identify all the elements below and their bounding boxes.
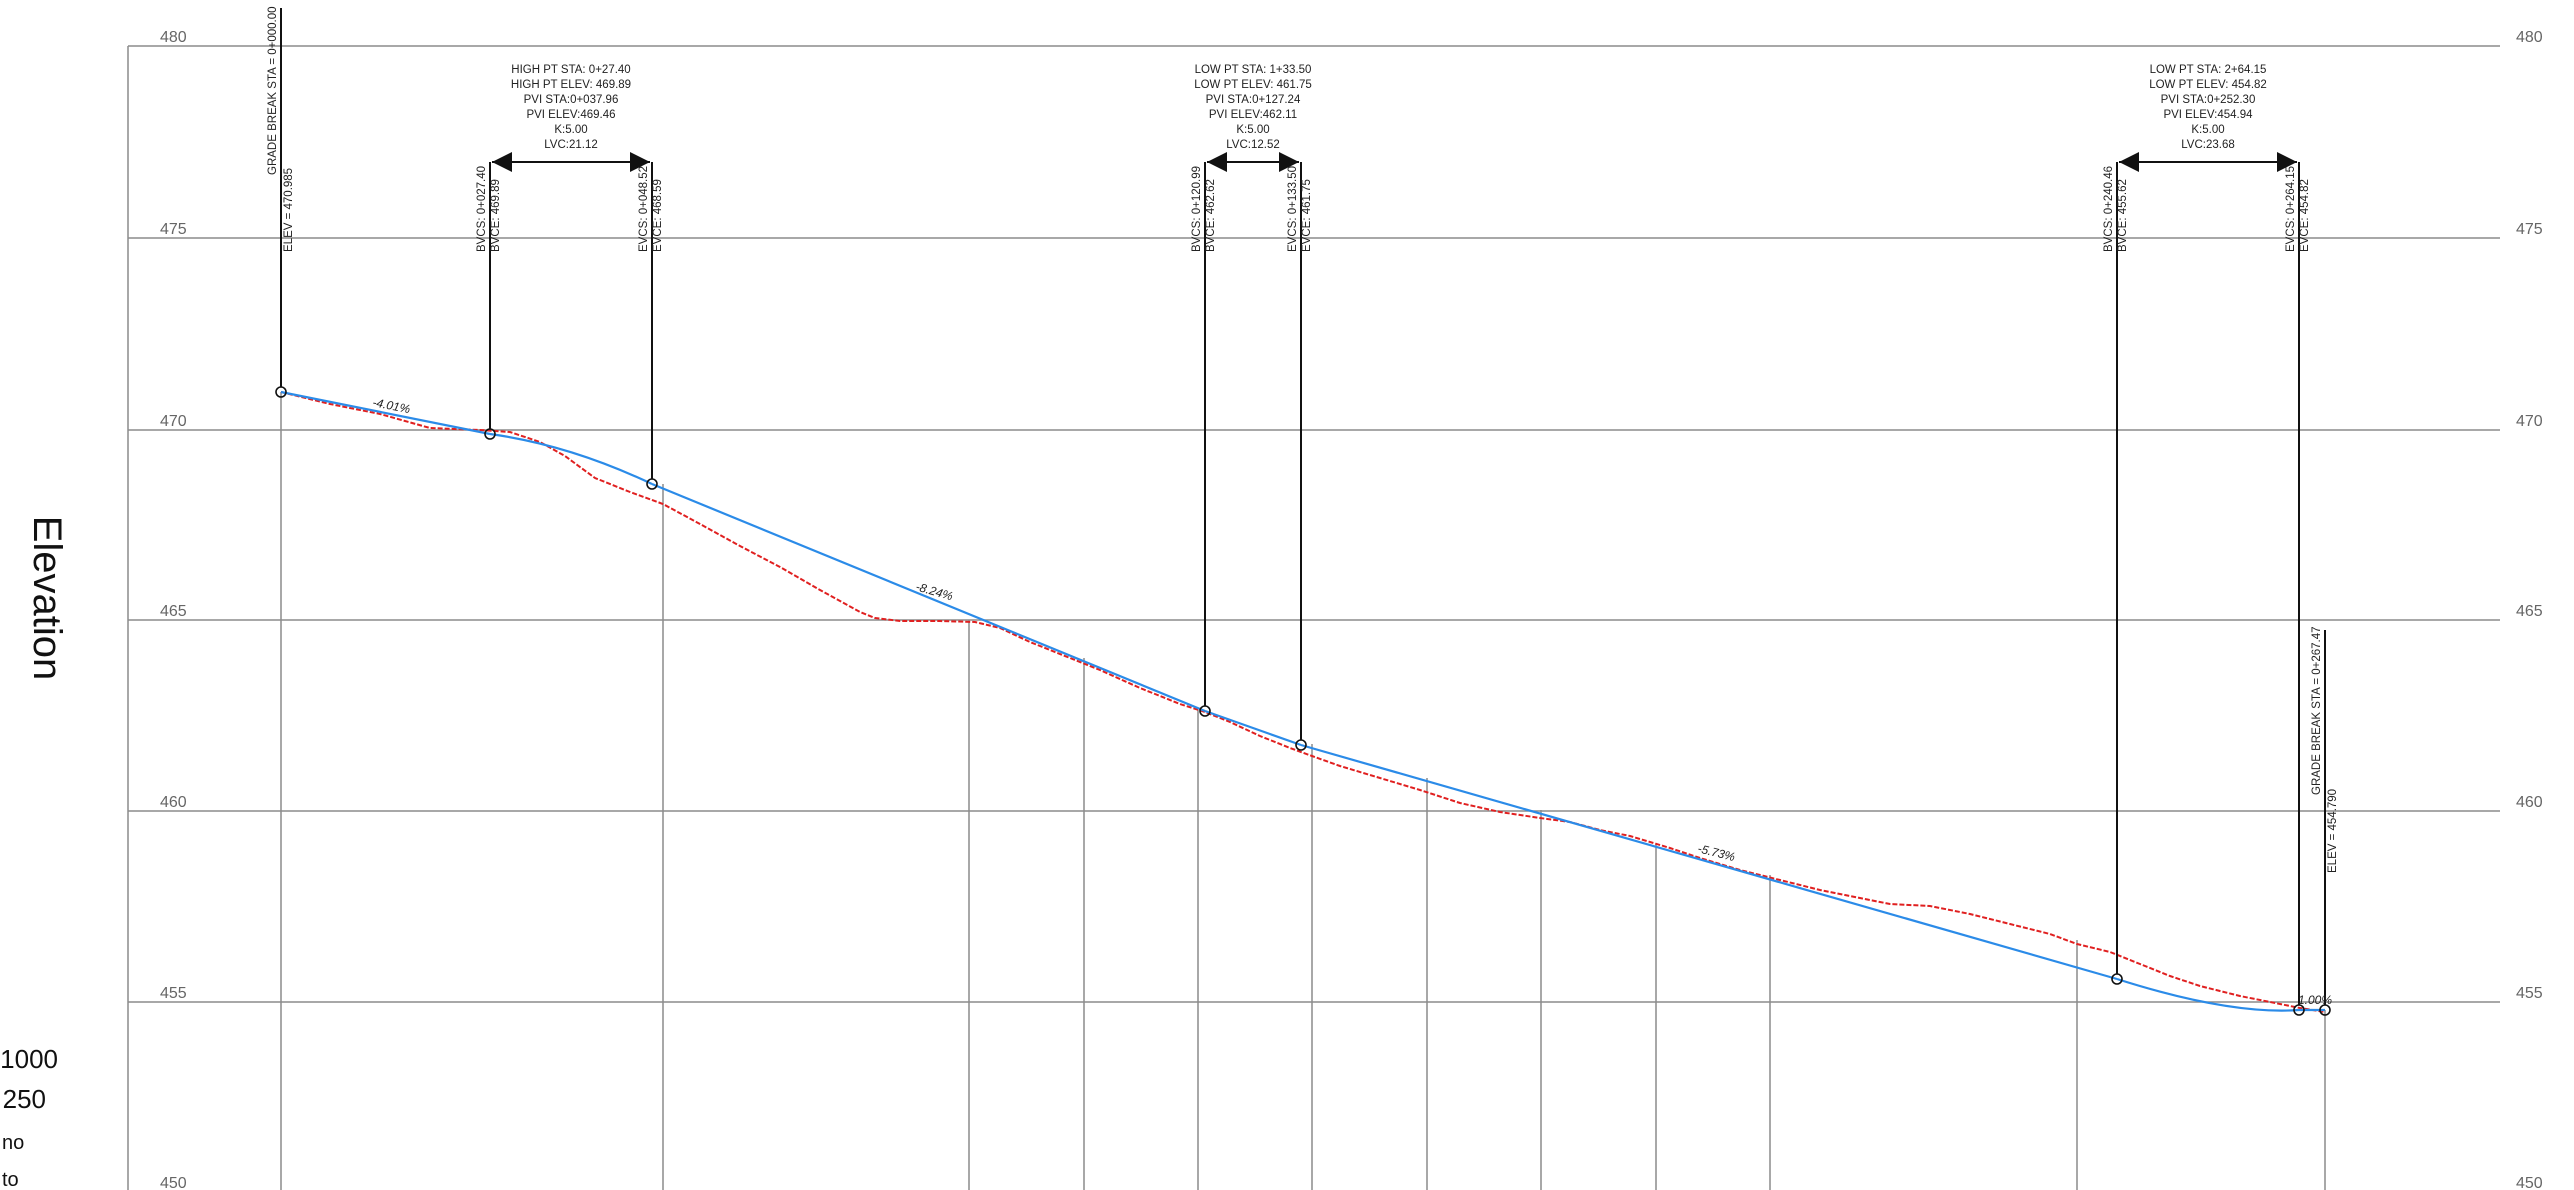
existing-ground-line: [280, 391, 2326, 1013]
svg-text:LVC:23.68: LVC:23.68: [2181, 139, 2235, 151]
y-tick-label: 475: [2516, 221, 2543, 238]
legend-line-4: to: [2, 1169, 19, 1190]
svg-text:LOW PT STA: 1+33.50: LOW PT STA: 1+33.50: [1195, 64, 1312, 76]
y-tick-label: 455: [2516, 985, 2543, 1002]
left-axis: 480 475 470 465 460 455 450: [160, 29, 187, 1190]
bvc-sta-label: BVCS: 0+027.40: [476, 166, 488, 252]
svg-text:K:5.00: K:5.00: [554, 124, 587, 136]
y-tick-label: 450: [2516, 1175, 2543, 1190]
svg-text:LOW PT STA: 2+64.15: LOW PT STA: 2+64.15: [2150, 64, 2267, 76]
axis-title: Elevation: [25, 516, 69, 681]
y-tick-label: 460: [2516, 794, 2543, 811]
legend: 1000 250 no to: [0, 1044, 58, 1190]
design-profile: [280, 390, 2325, 1012]
svg-text:LVC:12.52: LVC:12.52: [1226, 139, 1280, 151]
profile-points: [275, 386, 2331, 1016]
y-tick-label: 465: [2516, 603, 2543, 620]
y-tick-label: 470: [2516, 413, 2543, 430]
y-tick-label: 460: [160, 794, 187, 811]
bvc-elev-label: BVCE: 455.62: [2117, 179, 2129, 252]
svg-text:LOW PT ELEV: 454.82: LOW PT ELEV: 454.82: [2149, 79, 2267, 91]
svg-text:PVI ELEV:469.46: PVI ELEV:469.46: [526, 109, 615, 121]
svg-text:LOW PT ELEV: 461.75: LOW PT ELEV: 461.75: [1194, 79, 1312, 91]
evc-sta-label: EVCS: 0+264.15: [2285, 166, 2297, 252]
y-tick-label: 450: [160, 1175, 187, 1190]
leaders: [280, 8, 2326, 1005]
curve-2-info: LOW PT STA: 1+33.50 LOW PT ELEV: 461.75 …: [1194, 64, 1312, 151]
vertical-labels: GRADE BREAK STA = 0+000.00 ELEV = 470.98…: [267, 6, 2339, 873]
evc-sta-label: EVCS: 0+133.50: [1287, 166, 1299, 252]
y-tick-label: 480: [2516, 29, 2543, 46]
svg-text:K:5.00: K:5.00: [2191, 124, 2224, 136]
y-tick-label: 455: [160, 985, 187, 1002]
right-axis: 480 475 470 465 460 455 450: [2516, 29, 2543, 1190]
bvc-sta-label: BVCS: 0+240.46: [2103, 166, 2115, 252]
grade-labels: -4.01% -8.24% -5.73% 1.00%: [371, 395, 2332, 1007]
y-tick-label: 470: [160, 413, 187, 430]
legend-line-3: no: [2, 1132, 24, 1154]
legend-line-2: 250: [3, 1084, 46, 1114]
y-tick-label: 480: [160, 29, 187, 46]
svg-text:K:5.00: K:5.00: [1236, 124, 1269, 136]
bvc-elev-label: BVCE: 462.62: [1205, 179, 1217, 252]
svg-text:PVI STA:0+252.30: PVI STA:0+252.30: [2161, 94, 2256, 106]
evc-elev-label: EVCE: 461.75: [1301, 179, 1313, 252]
grid: [127, 45, 2500, 1190]
grade-break-sta-label: GRADE BREAK STA = 0+000.00: [267, 6, 279, 175]
svg-text:PVI STA:0+037.96: PVI STA:0+037.96: [524, 94, 619, 106]
grade-break-sta-label: GRADE BREAK STA = 0+267.47: [2311, 626, 2323, 795]
svg-text:PVI STA:0+127.24: PVI STA:0+127.24: [1206, 94, 1301, 106]
curve-3-info: LOW PT STA: 2+64.15 LOW PT ELEV: 454.82 …: [2149, 64, 2267, 151]
svg-text:PVI ELEV:454.94: PVI ELEV:454.94: [2163, 109, 2253, 121]
grade-label: 1.00%: [2298, 993, 2332, 1007]
legend-line-1: 1000: [0, 1044, 58, 1074]
grade-break-elev-label: ELEV = 470.985: [283, 168, 295, 252]
evc-elev-label: EVCE: 454.82: [2299, 179, 2311, 252]
bvc-sta-label: BVCS: 0+120.99: [1191, 166, 1203, 252]
bvc-elev-label: BVCE: 469.89: [490, 179, 502, 252]
evc-elev-label: EVCE: 468.59: [652, 179, 664, 252]
grade-break-elev-label: ELEV = 454.790: [2327, 789, 2339, 873]
svg-text:PVI ELEV:462.11: PVI ELEV:462.11: [1209, 109, 1297, 121]
svg-text:HIGH PT ELEV: 469.89: HIGH PT ELEV: 469.89: [511, 79, 631, 91]
svg-text:HIGH PT STA: 0+27.40: HIGH PT STA: 0+27.40: [511, 64, 630, 76]
curve-1-info: HIGH PT STA: 0+27.40 HIGH PT ELEV: 469.8…: [511, 64, 631, 151]
evc-sta-label: EVCS: 0+048.52: [638, 166, 650, 252]
y-tick-label: 465: [160, 603, 187, 620]
svg-text:LVC:21.12: LVC:21.12: [544, 139, 598, 151]
y-tick-label: 475: [160, 221, 187, 238]
